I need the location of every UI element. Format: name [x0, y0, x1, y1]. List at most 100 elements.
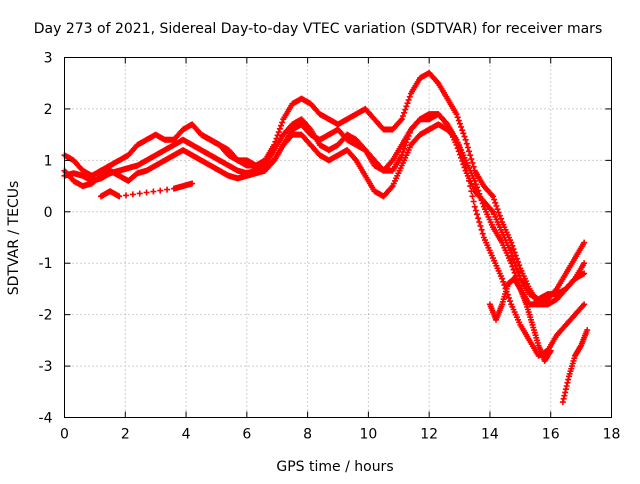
x-tick-label: 10 — [359, 427, 377, 443]
data-point — [501, 282, 508, 289]
data-point — [478, 197, 485, 204]
series-track-d — [198, 111, 588, 359]
data-point — [468, 188, 475, 195]
data-point — [399, 113, 406, 119]
data-point — [581, 270, 588, 277]
data-point — [464, 144, 471, 151]
chart-title: Day 273 of 2021, Sidereal Day-to-day VTE… — [34, 21, 602, 37]
x-tick-label: 6 — [242, 427, 251, 443]
data-point — [474, 184, 481, 191]
data-point — [279, 119, 286, 126]
data-point — [150, 188, 157, 195]
data-point — [164, 186, 171, 193]
data-point — [460, 130, 467, 137]
data-point — [455, 143, 462, 150]
data-point — [458, 123, 465, 130]
data-point — [455, 117, 462, 124]
data-point — [496, 212, 503, 219]
data-point — [406, 93, 413, 100]
data-point — [479, 230, 486, 237]
data-point — [463, 167, 470, 174]
y-tick-label: 3 — [44, 51, 53, 67]
data-point — [584, 327, 591, 334]
data-point — [456, 146, 463, 153]
y-axis-label: SDTVAR / TECUs — [6, 181, 22, 296]
data-point — [453, 111, 460, 118]
data-point — [401, 109, 408, 116]
data-point — [507, 298, 514, 305]
data-point — [404, 100, 411, 107]
data-point — [472, 181, 479, 188]
data-point — [456, 120, 463, 127]
data-point — [460, 156, 467, 163]
data-point — [123, 192, 130, 199]
data-point — [402, 106, 409, 113]
data-point — [476, 190, 483, 197]
data-point — [471, 177, 478, 184]
data-point — [508, 260, 515, 267]
series-track-a — [61, 69, 588, 308]
x-tick-label: 12 — [420, 427, 438, 443]
data-series — [61, 69, 591, 406]
y-tick-label: 2 — [44, 102, 53, 118]
data-point — [509, 263, 516, 270]
y-tick-label: 1 — [44, 153, 53, 169]
data-point — [511, 269, 518, 276]
data-point — [581, 260, 588, 267]
data-point — [491, 196, 498, 203]
data-point — [459, 152, 466, 159]
data-point — [463, 140, 470, 147]
data-point — [461, 133, 468, 140]
data-point — [505, 294, 512, 301]
data-point — [454, 114, 461, 121]
data-point — [494, 206, 501, 213]
x-axis-label: GPS time / hours — [276, 459, 393, 475]
data-point — [276, 125, 283, 132]
x-tick-label: 14 — [481, 427, 499, 443]
data-point — [129, 191, 136, 198]
x-tick-label: 16 — [542, 427, 560, 443]
data-point — [458, 149, 465, 156]
data-point — [476, 219, 483, 226]
data-point — [469, 159, 476, 166]
data-point — [275, 129, 282, 136]
data-point — [500, 278, 507, 285]
y-tick-label: -2 — [39, 308, 53, 324]
y-tick-label: 0 — [44, 205, 53, 221]
data-point — [499, 275, 506, 282]
data-point — [493, 203, 500, 209]
data-point — [547, 347, 554, 354]
data-point — [477, 222, 484, 229]
data-point — [462, 162, 469, 169]
y-tick-label: -3 — [39, 359, 53, 375]
data-point — [489, 193, 496, 200]
data-point — [461, 159, 468, 166]
data-point — [467, 152, 474, 159]
data-point — [157, 187, 164, 194]
x-tick-label: 8 — [303, 427, 312, 443]
data-point — [474, 211, 481, 218]
data-point — [510, 246, 517, 253]
plot-frame — [64, 57, 612, 418]
data-point — [475, 215, 482, 222]
data-point — [466, 148, 473, 155]
data-point — [471, 203, 478, 210]
x-tick-label: 2 — [121, 427, 130, 443]
data-point — [274, 132, 281, 139]
data-point — [143, 189, 150, 196]
data-point — [469, 193, 476, 200]
data-point — [475, 187, 482, 194]
data-point — [581, 239, 588, 246]
data-point — [462, 136, 469, 143]
series-track-f — [559, 327, 591, 406]
data-point — [492, 199, 499, 206]
data-point — [453, 136, 460, 143]
data-point — [495, 209, 502, 216]
data-point — [468, 156, 475, 163]
y-tick-label: -4 — [39, 411, 53, 427]
data-point — [464, 172, 471, 179]
data-point — [479, 200, 486, 207]
